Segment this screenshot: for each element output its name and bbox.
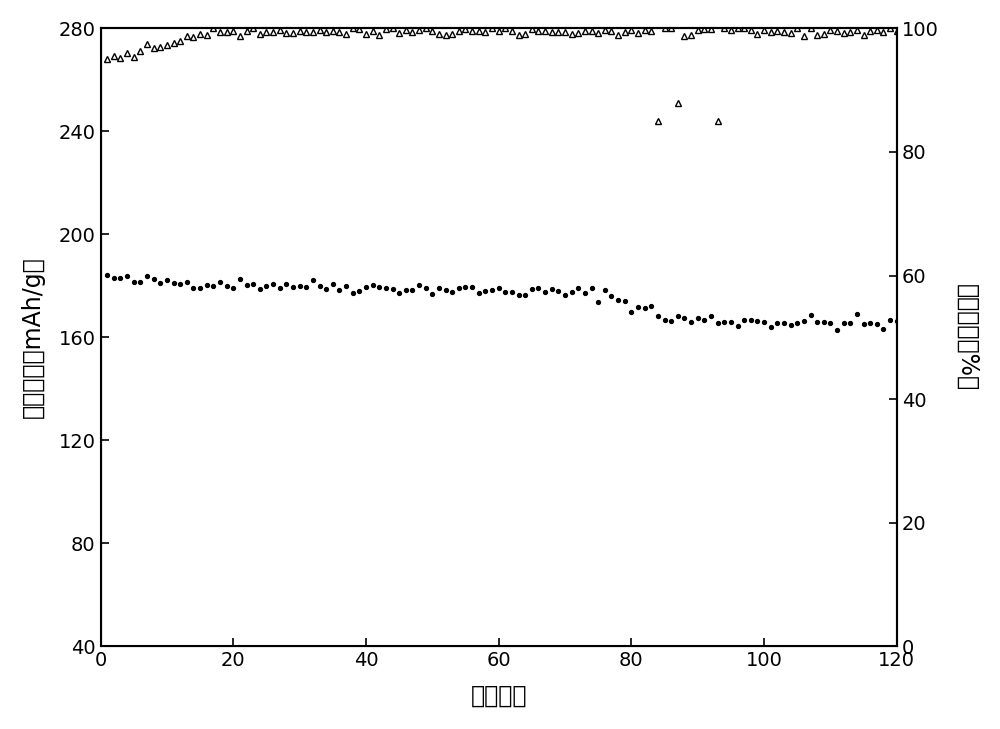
X-axis label: 循环圈数: 循环圈数: [470, 685, 527, 708]
Y-axis label: 放电容量（mAh/g）: 放电容量（mAh/g）: [21, 257, 45, 418]
Y-axis label: 库伦效率（%）: 库伦效率（%）: [955, 284, 979, 391]
